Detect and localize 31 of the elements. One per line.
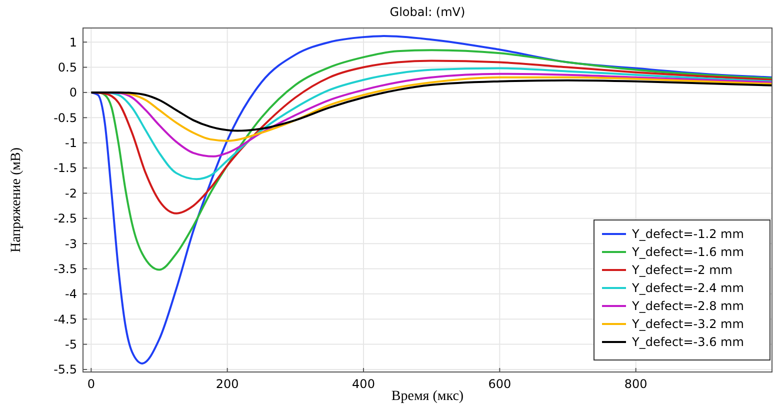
legend-label: Y_defect=-2.8 mm — [631, 299, 744, 314]
x-tick-label: 0 — [87, 377, 95, 391]
y-tick-label: -0.5 — [54, 110, 77, 125]
legend-label: Y_defect=-2.4 mm — [631, 281, 744, 296]
y-tick-label: -2 — [65, 186, 77, 200]
legend-label: Y_defect=-2 mm — [631, 263, 732, 278]
legend-label: Y_defect=-3.2 mm — [631, 317, 744, 332]
y-tick-label: -1 — [65, 136, 77, 150]
line-series — [90, 35, 772, 364]
x-tick-label: 400 — [352, 377, 375, 391]
legend-label: Y_defect=-1.2 mm — [631, 227, 744, 242]
x-axis-title: Время (мкс) — [391, 389, 464, 404]
y-tick-label: 1 — [69, 35, 77, 50]
y-axis-title: Напряжение (мВ) — [9, 147, 24, 252]
line-series — [90, 79, 772, 132]
y-tick-label: -1.5 — [54, 161, 77, 176]
y-tick-label: 0 — [69, 86, 77, 100]
x-tick-label: 600 — [488, 377, 512, 391]
legend-label: Y_defect=-3.6 mm — [631, 335, 744, 350]
y-tick-label: -5 — [65, 338, 77, 352]
x-tick-label: 800 — [624, 377, 648, 391]
y-tick-label: 0.5 — [58, 60, 77, 74]
y-tick-label: -4 — [65, 287, 77, 302]
y-tick-label: -3.5 — [54, 262, 77, 276]
y-tick-label: -4.5 — [54, 312, 77, 326]
y-tick-label: -2.5 — [54, 212, 77, 226]
y-tick-label: -5.5 — [54, 362, 77, 377]
legend-label: Y_defect=-1.6 mm — [631, 245, 744, 260]
chart-title: Global: (mV) — [390, 5, 466, 19]
y-tick-label: -3 — [65, 236, 77, 251]
x-tick-label: 200 — [216, 377, 239, 391]
